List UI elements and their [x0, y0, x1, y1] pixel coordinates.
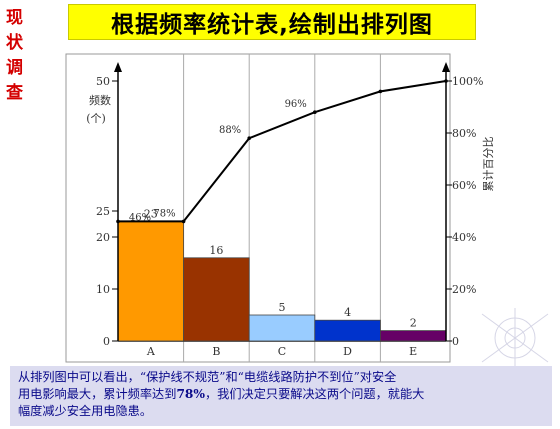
note-highlight-percent: 78%: [176, 387, 205, 401]
bar-value-label: 5: [279, 301, 286, 314]
slide-title: 根据频率统计表,绘制出排列图: [68, 4, 476, 40]
bar-e: [379, 330, 447, 342]
cumulative-percent-label: 78%: [153, 208, 175, 219]
category-tick-label: A: [146, 345, 156, 358]
decorative-wireframe: [481, 308, 549, 366]
y-axis-unit: (个): [86, 112, 106, 125]
cumulative-point: [116, 219, 120, 224]
cumulative-point: [378, 89, 383, 94]
y2-axis-label: 累计百分比: [482, 137, 495, 192]
bar-value-label: 23: [144, 207, 158, 220]
cumulative-point: [181, 219, 186, 224]
bar-b: [183, 257, 250, 342]
side-section-label: 现 状 调 查: [6, 6, 24, 106]
y2-tick-label: 0: [452, 335, 459, 348]
note-line-2-start: 用电影响最大，累计频率达到: [18, 387, 177, 401]
category-tick-label: C: [278, 345, 286, 358]
y2-tick-label: 40%: [452, 231, 476, 244]
note-line-3: 幅度减少安全用电隐患。: [18, 404, 153, 418]
bar-a: [117, 220, 184, 342]
y-tick-label: 20: [96, 231, 110, 244]
slide-title-text: 根据频率统计表,绘制出排列图: [111, 12, 433, 38]
y2-tick-label: 100%: [452, 75, 483, 88]
side-label-char: 状: [6, 33, 23, 53]
conclusion-note: 从排列图中可以看出，“保护线不规范”和“电缆线路防护不到位”对安全 用电影响最大…: [10, 366, 552, 426]
plot-frame: [65, 53, 451, 363]
side-label-char: 调: [6, 58, 23, 78]
note-line-2-end: ，我们决定只要解决这两个问题，就能大: [204, 387, 425, 401]
y-axis-label: 频数: [89, 93, 111, 107]
y-tick-label: 25: [96, 205, 110, 218]
cumulative-percent-label: 46%: [129, 212, 151, 223]
pareto-chart: 23 A 16 B 5 C 4 D 2 E 50 25 20 10 0 100% 80% 60% 40% 20% 0 46…: [65, 53, 495, 363]
category-tick-label: E: [409, 345, 417, 358]
bar-value-label: 16: [209, 244, 223, 257]
category-tick-label: B: [212, 345, 220, 358]
cumulative-point: [313, 110, 317, 114]
cumulative-line: [118, 80, 447, 223]
category-tick-label: D: [343, 345, 352, 358]
cumulative-point: [444, 79, 448, 83]
cumulative-percent-label: 88%: [219, 125, 241, 136]
cumulative-point: [247, 136, 251, 140]
bar-value-label: 4: [344, 306, 351, 319]
y2-tick-label: 60%: [452, 179, 476, 192]
y-tick-label: 50: [96, 75, 110, 88]
bar-d: [314, 319, 381, 342]
side-label-char: 查: [6, 83, 23, 103]
y2-tick-label: 80%: [452, 127, 476, 140]
right-axis-arrow: [442, 62, 450, 72]
left-axis-arrow: [114, 62, 122, 72]
note-line-1: 从排列图中可以看出，“保护线不规范”和“电缆线路防护不到位”对安全: [18, 370, 397, 384]
y-tick-label: 10: [96, 283, 110, 296]
side-label-char: 现: [6, 8, 23, 28]
cumulative-percent-label: 96%: [285, 99, 307, 110]
note-line-2: 用电影响最大，累计频率达到78%，我们决定只要解决这两个问题，就能大: [18, 386, 546, 403]
bar-value-label: 2: [410, 317, 417, 330]
bar-c: [248, 314, 316, 342]
y2-tick-label: 20%: [452, 283, 476, 296]
y-tick-label: 0: [103, 335, 110, 348]
